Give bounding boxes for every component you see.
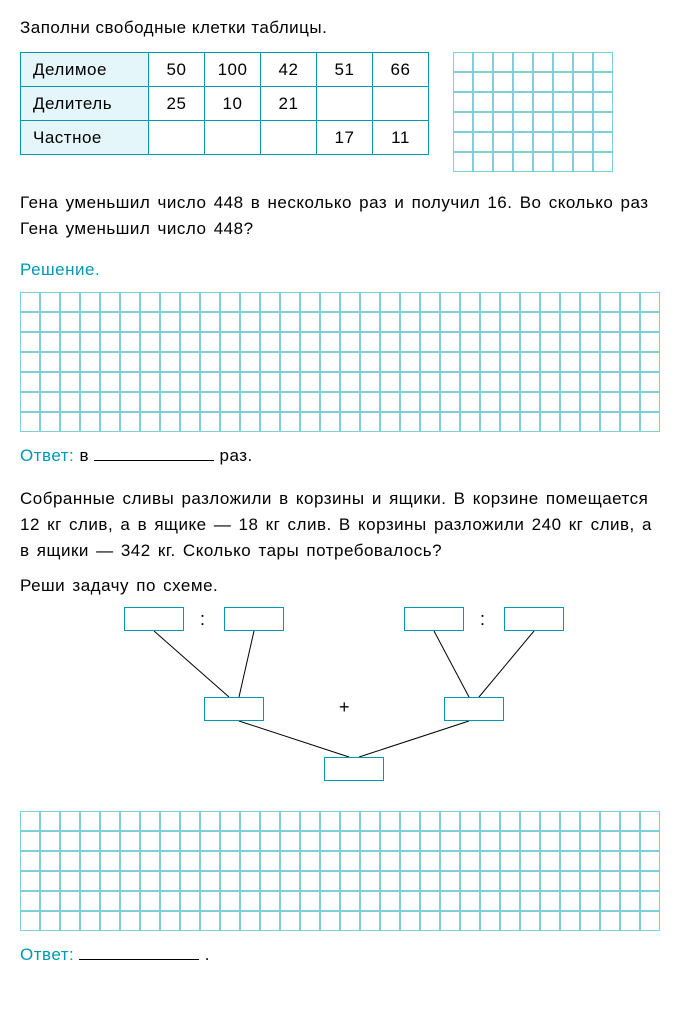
table-cell[interactable]: 42 <box>261 53 317 87</box>
table-cell[interactable] <box>373 87 429 121</box>
table-cell[interactable]: 66 <box>373 53 429 87</box>
table-row: Делимое 50 100 42 51 66 <box>21 53 429 87</box>
table-cell[interactable]: 10 <box>205 87 261 121</box>
task2-answer-line: Ответ: в раз. <box>20 446 668 466</box>
scheme-operator: : <box>480 609 486 630</box>
table-row: Частное 17 11 <box>21 121 429 155</box>
table-cell[interactable]: 21 <box>261 87 317 121</box>
answer-label: Ответ: <box>20 945 74 964</box>
small-work-grid[interactable] <box>453 52 613 172</box>
task3-hint: Реши задачу по схеме. <box>20 573 668 599</box>
solution-scheme: ::+ <box>64 607 624 787</box>
division-table: Делимое 50 100 42 51 66 Делитель 25 10 2… <box>20 52 429 155</box>
answer-blank[interactable] <box>79 946 199 960</box>
scheme-box[interactable] <box>124 607 184 631</box>
row-label: Делимое <box>21 53 149 87</box>
table-cell[interactable] <box>205 121 261 155</box>
task2-text: Гена уменьшил число 448 в несколько раз … <box>20 190 668 243</box>
scheme-box[interactable] <box>444 697 504 721</box>
task3-text: Собранные сливы разложили в корзины и ящ… <box>20 486 668 565</box>
table-cell[interactable]: 17 <box>317 121 373 155</box>
scheme-box[interactable] <box>224 607 284 631</box>
scheme-operator: : <box>200 609 206 630</box>
answer-word-raz: раз. <box>219 446 252 465</box>
table-cell[interactable] <box>261 121 317 155</box>
task2-work-grid[interactable] <box>20 286 660 446</box>
table-cell[interactable]: 51 <box>317 53 373 87</box>
task1-instruction: Заполни свободные клетки таблицы. <box>20 18 668 38</box>
row-label: Делитель <box>21 87 149 121</box>
table-cell[interactable] <box>317 87 373 121</box>
scheme-box[interactable] <box>204 697 264 721</box>
table-cell[interactable]: 25 <box>149 87 205 121</box>
row-label: Частное <box>21 121 149 155</box>
solution-label: Решение. <box>20 260 668 280</box>
table-cell[interactable]: 100 <box>205 53 261 87</box>
answer-blank[interactable] <box>94 447 214 461</box>
table-cell[interactable] <box>149 121 205 155</box>
table-cell[interactable]: 11 <box>373 121 429 155</box>
table-row: Делитель 25 10 21 <box>21 87 429 121</box>
task1-row: Делимое 50 100 42 51 66 Делитель 25 10 2… <box>20 52 668 172</box>
task3-answer-line: Ответ: . <box>20 945 668 965</box>
answer-word-v: в <box>79 446 89 465</box>
task3-work-grid[interactable] <box>20 805 660 945</box>
table-cell[interactable]: 50 <box>149 53 205 87</box>
scheme-box[interactable] <box>404 607 464 631</box>
scheme-box[interactable] <box>504 607 564 631</box>
answer-period: . <box>205 945 210 964</box>
scheme-box[interactable] <box>324 757 384 781</box>
answer-label: Ответ: <box>20 446 74 465</box>
scheme-operator: + <box>339 697 350 718</box>
